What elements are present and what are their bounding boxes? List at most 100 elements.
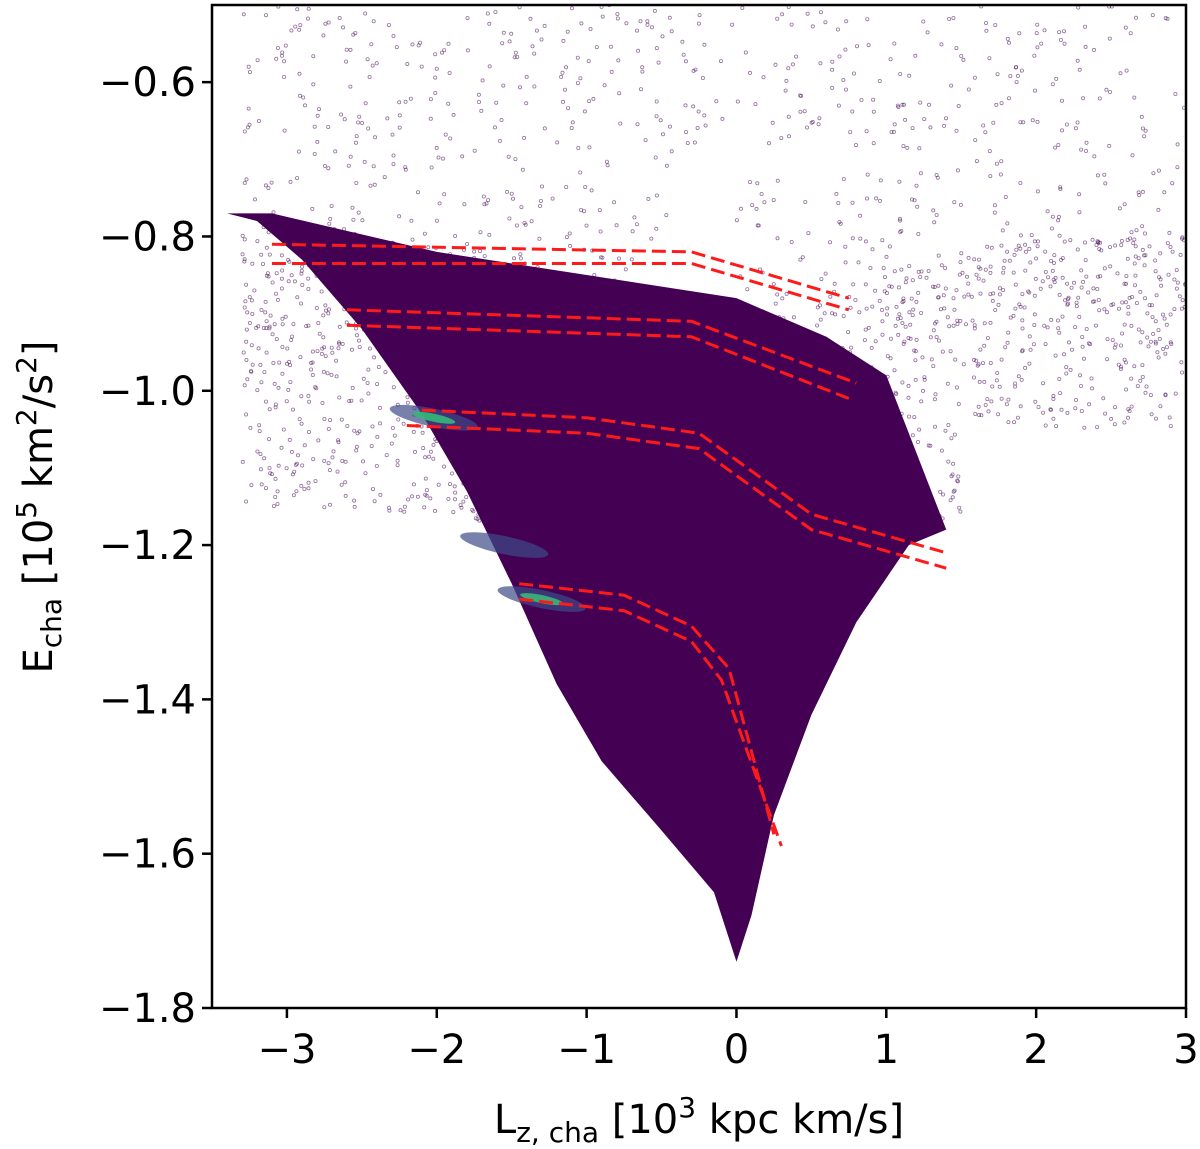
scatter-point bbox=[931, 364, 936, 369]
scatter-point bbox=[430, 350, 435, 355]
scatter-point bbox=[411, 337, 416, 342]
scatter-point bbox=[962, 294, 967, 299]
scatter-point bbox=[1161, 312, 1166, 317]
scatter-point bbox=[942, 306, 947, 311]
scatter-point bbox=[656, 60, 661, 65]
scatter-point bbox=[364, 254, 369, 259]
scatter-point bbox=[844, 19, 849, 24]
scatter-point bbox=[336, 438, 341, 443]
scatter-point bbox=[330, 455, 335, 460]
scatter-point bbox=[664, 213, 669, 218]
scatter-point bbox=[554, 325, 559, 330]
scatter-point bbox=[985, 397, 990, 402]
scatter-point bbox=[984, 28, 989, 33]
scatter-point bbox=[981, 123, 986, 128]
scatter-point bbox=[830, 59, 835, 64]
scatter-point bbox=[1102, 307, 1107, 312]
scatter-point bbox=[654, 226, 659, 231]
scatter-point bbox=[258, 467, 263, 472]
scatter-point bbox=[322, 458, 327, 463]
scatter-point bbox=[791, 315, 796, 320]
scatter-point bbox=[327, 468, 332, 473]
scatter-point bbox=[502, 336, 507, 341]
scatter-point bbox=[769, 461, 774, 466]
scatter-point bbox=[1034, 31, 1039, 36]
scatter-point bbox=[529, 219, 534, 224]
scatter-point bbox=[263, 399, 268, 404]
scatter-point bbox=[1019, 377, 1024, 382]
scatter-point bbox=[917, 146, 922, 151]
y-axis-ticks: −1.8−1.6−1.4−1.2−1.0−0.8−0.6 bbox=[99, 60, 212, 1032]
scatter-point bbox=[602, 83, 607, 88]
scatter-point bbox=[428, 116, 433, 121]
scatter-point bbox=[951, 296, 956, 301]
scatter-point bbox=[500, 297, 505, 302]
scatter-point bbox=[434, 66, 439, 71]
scatter-point bbox=[740, 569, 745, 574]
scatter-point bbox=[993, 307, 998, 312]
scatter-point bbox=[369, 42, 374, 47]
scatter-point bbox=[992, 203, 997, 208]
scatter-point bbox=[1132, 237, 1137, 242]
scatter-point bbox=[786, 327, 791, 332]
scatter-point bbox=[966, 292, 971, 297]
scatter-point bbox=[887, 244, 892, 249]
scatter-point bbox=[520, 167, 525, 172]
scatter-point bbox=[974, 358, 979, 363]
scatter-point bbox=[533, 289, 538, 294]
scatter-point bbox=[1001, 270, 1006, 275]
scatter-point bbox=[319, 289, 324, 294]
scatter-point bbox=[1170, 249, 1175, 254]
scatter-point bbox=[515, 292, 520, 297]
scatter-point bbox=[523, 366, 528, 371]
scatter-point bbox=[792, 556, 797, 561]
scatter-point bbox=[339, 482, 344, 487]
scatter-point bbox=[1027, 334, 1032, 339]
scatter-point bbox=[589, 307, 594, 312]
scatter-point bbox=[858, 412, 863, 417]
scatter-point bbox=[429, 314, 434, 319]
scatter-point bbox=[306, 323, 311, 328]
scatter-point bbox=[576, 145, 581, 150]
scatter-point bbox=[433, 91, 438, 96]
scatter-point bbox=[1126, 415, 1131, 420]
scatter-point bbox=[411, 482, 416, 487]
scatter-point bbox=[908, 322, 913, 327]
scatter-point bbox=[905, 433, 910, 438]
scatter-point bbox=[1005, 249, 1010, 254]
scatter-point bbox=[1001, 287, 1006, 292]
scatter-point bbox=[737, 305, 742, 310]
scatter-point bbox=[391, 34, 396, 39]
scatter-point bbox=[569, 6, 574, 11]
scatter-point bbox=[389, 441, 394, 446]
scatter-point bbox=[1166, 272, 1171, 277]
scatter-point bbox=[391, 162, 396, 167]
scatter-point bbox=[259, 482, 264, 487]
scatter-point bbox=[476, 512, 481, 517]
scatter-point bbox=[1050, 82, 1055, 87]
scatter-point bbox=[271, 210, 276, 215]
scatter-point bbox=[830, 67, 835, 72]
scatter-point bbox=[368, 183, 373, 188]
scatter-point bbox=[540, 422, 545, 427]
scatter-point bbox=[259, 380, 264, 385]
scatter-point bbox=[949, 83, 954, 88]
scatter-point bbox=[791, 62, 796, 67]
scatter-point bbox=[1001, 265, 1006, 270]
scatter-point bbox=[805, 11, 810, 16]
scatter-point bbox=[866, 490, 871, 495]
scatter-point bbox=[922, 117, 927, 122]
scatter-point bbox=[940, 516, 945, 521]
scatter-point bbox=[1084, 140, 1089, 145]
scatter-point bbox=[467, 292, 472, 297]
scatter-point bbox=[1058, 186, 1063, 191]
scatter-point bbox=[266, 186, 271, 191]
scatter-point bbox=[509, 474, 514, 479]
scatter-point bbox=[905, 145, 910, 150]
scatter-point bbox=[887, 284, 892, 289]
scatter-point bbox=[583, 308, 588, 313]
scatter-point bbox=[884, 466, 889, 471]
scatter-point bbox=[700, 76, 705, 81]
scatter-point bbox=[1153, 319, 1158, 324]
scatter-point bbox=[1098, 240, 1103, 245]
